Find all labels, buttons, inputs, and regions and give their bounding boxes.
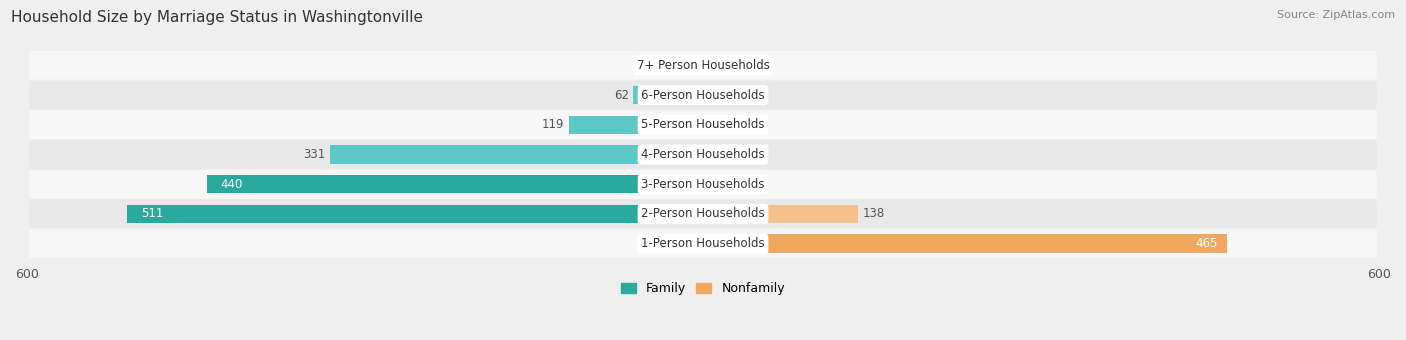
Text: 0: 0 xyxy=(728,148,735,161)
Text: 465: 465 xyxy=(1195,237,1218,250)
FancyBboxPatch shape xyxy=(30,110,1376,139)
Bar xyxy=(703,205,859,223)
Text: Household Size by Marriage Status in Washingtonville: Household Size by Marriage Status in Was… xyxy=(11,10,423,25)
Text: 138: 138 xyxy=(863,207,886,220)
Bar xyxy=(703,175,723,193)
Text: 0: 0 xyxy=(728,89,735,102)
Text: 0: 0 xyxy=(728,59,735,72)
Text: 440: 440 xyxy=(221,178,243,191)
Bar xyxy=(703,86,723,104)
Bar xyxy=(703,145,723,164)
Text: Source: ZipAtlas.com: Source: ZipAtlas.com xyxy=(1277,10,1395,20)
FancyBboxPatch shape xyxy=(30,200,1376,228)
FancyBboxPatch shape xyxy=(30,170,1376,199)
Bar xyxy=(330,145,703,164)
Text: 3-Person Households: 3-Person Households xyxy=(641,178,765,191)
Text: 0: 0 xyxy=(728,118,735,131)
Text: 11: 11 xyxy=(671,59,686,72)
FancyBboxPatch shape xyxy=(30,81,1376,109)
Text: 331: 331 xyxy=(304,148,326,161)
FancyBboxPatch shape xyxy=(30,140,1376,169)
Bar xyxy=(703,56,723,74)
Bar xyxy=(569,116,703,134)
Text: 5-Person Households: 5-Person Households xyxy=(641,118,765,131)
Bar xyxy=(703,235,1227,253)
Text: 2-Person Households: 2-Person Households xyxy=(641,207,765,220)
Text: 511: 511 xyxy=(141,207,163,220)
Legend: Family, Nonfamily: Family, Nonfamily xyxy=(616,277,790,300)
Bar xyxy=(703,116,723,134)
Text: 119: 119 xyxy=(541,118,564,131)
Text: 4-Person Households: 4-Person Households xyxy=(641,148,765,161)
Bar xyxy=(633,86,703,104)
Text: 6-Person Households: 6-Person Households xyxy=(641,89,765,102)
Bar xyxy=(207,175,703,193)
Bar xyxy=(127,205,703,223)
FancyBboxPatch shape xyxy=(30,51,1376,80)
Text: 7+ Person Households: 7+ Person Households xyxy=(637,59,769,72)
Text: 1-Person Households: 1-Person Households xyxy=(641,237,765,250)
Bar xyxy=(690,56,703,74)
FancyBboxPatch shape xyxy=(30,230,1376,258)
Text: 62: 62 xyxy=(613,89,628,102)
Text: 0: 0 xyxy=(728,178,735,191)
